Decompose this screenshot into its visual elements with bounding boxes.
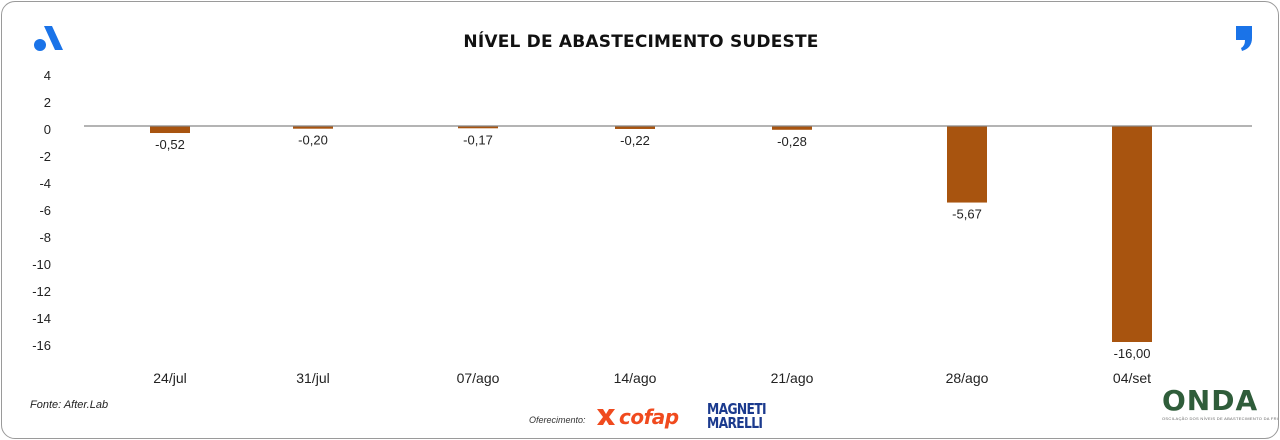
y-tick-label: -4 xyxy=(39,176,51,191)
bar xyxy=(947,126,987,203)
onda-logo-text: ONDA xyxy=(1162,384,1259,417)
bar xyxy=(772,126,812,130)
data-label: -0,22 xyxy=(620,133,650,148)
bar xyxy=(1112,126,1152,342)
x-tick-label: 14/ago xyxy=(614,370,657,386)
data-label: -16,00 xyxy=(1114,346,1151,361)
bar xyxy=(458,126,498,129)
x-tick-label: 21/ago xyxy=(771,370,814,386)
y-tick-label: 0 xyxy=(44,122,51,137)
y-tick-label: 2 xyxy=(44,95,51,110)
data-label: -5,67 xyxy=(952,207,982,222)
sponsor-label: Oferecimento: xyxy=(529,415,586,425)
x-tick-label: 28/ago xyxy=(946,370,989,386)
y-tick-label: -6 xyxy=(39,203,51,218)
bar-chart: 4 2 0 -2 -4 -6 -8 -10 -12 -14 -16 -0,52 -0,20 -0,17 -0… xyxy=(32,68,1252,386)
quote-mark-icon xyxy=(1236,26,1252,51)
y-tick-label: -16 xyxy=(32,338,51,353)
data-label: -0,28 xyxy=(777,134,807,149)
x-tick-label: 31/jul xyxy=(296,370,329,386)
cofap-text: cofap xyxy=(619,405,679,429)
data-label: -0,52 xyxy=(155,137,185,152)
y-tick-label: -12 xyxy=(32,284,51,299)
magneti-text: MAGNETI xyxy=(707,400,767,418)
bar xyxy=(150,126,190,134)
source-note: Fonte: After.Lab xyxy=(30,399,109,411)
onda-logo: ONDA OSCILAÇÃO DOS NÍVEIS DE ABASTECIMEN… xyxy=(1162,384,1279,432)
data-label: -0,20 xyxy=(298,133,328,148)
cofap-logo: cofap xyxy=(595,405,679,429)
y-tick-label: -2 xyxy=(39,149,51,164)
chart-title: NÍVEL DE ABASTECIMENTO SUDESTE xyxy=(463,32,819,52)
y-tick-label: -14 xyxy=(32,311,51,326)
bar xyxy=(293,126,333,129)
x-tick-label: 24/jul xyxy=(153,370,186,386)
onda-tagline: OSCILAÇÃO DOS NÍVEIS DE ABASTECIMENTO DA… xyxy=(1162,416,1279,421)
x-tick-label: 07/ago xyxy=(457,370,500,386)
x-tick-label: 04/set xyxy=(1113,370,1151,386)
cofap-x-icon xyxy=(597,409,615,425)
magneti-marelli-logo: MAGNETI MARELLI xyxy=(707,400,767,432)
bar xyxy=(615,126,655,129)
marelli-text: MARELLI xyxy=(707,414,763,432)
y-tick-label: -8 xyxy=(39,230,51,245)
y-tick-label: -10 xyxy=(32,257,51,272)
y-tick-label: 4 xyxy=(44,68,51,83)
a-logo-icon xyxy=(34,26,63,51)
data-label: -0,17 xyxy=(463,132,493,147)
